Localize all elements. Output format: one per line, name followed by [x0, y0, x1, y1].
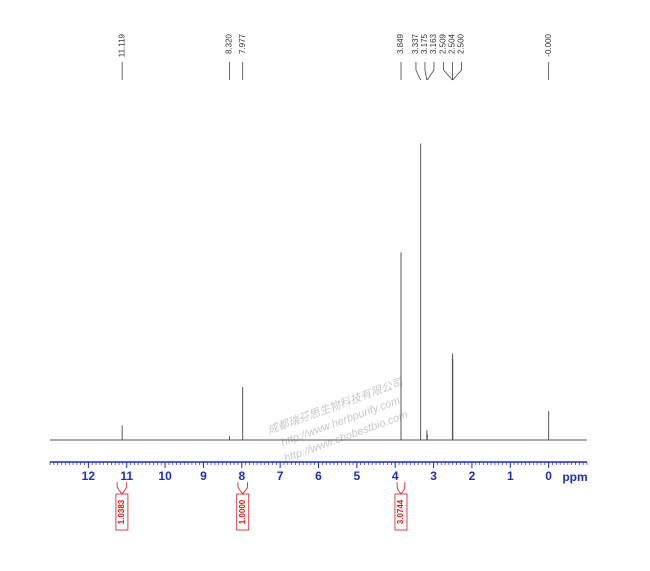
x-tick-label: 8	[238, 469, 245, 483]
integral-box	[394, 493, 408, 531]
peak-label: 8.320	[225, 33, 234, 54]
peak-label: 2.504	[448, 33, 457, 54]
peak-label: 11.119	[117, 33, 126, 57]
watermark: 成都瑞芬思生物科技有限公司http://www.herbpurify.comht…	[266, 375, 410, 464]
x-tick-label: 5	[354, 469, 361, 483]
peak-leader	[443, 62, 453, 81]
x-tick-label: 1	[507, 469, 514, 483]
peak-leader	[424, 62, 428, 81]
integral-label: 1.0000	[238, 499, 247, 524]
peak-label: 3.163	[429, 33, 438, 54]
integral-bracket	[396, 482, 406, 495]
peak-leader	[426, 62, 435, 81]
peak-label: -0.000	[544, 33, 553, 56]
integral-label: 1.0383	[117, 499, 126, 524]
integral-box	[115, 493, 129, 531]
integral-box	[236, 493, 250, 531]
x-tick-label: 12	[82, 469, 96, 483]
x-tick-label: 7	[277, 469, 284, 483]
x-tick-label: 11	[120, 469, 133, 483]
integral-bracket	[116, 482, 128, 495]
x-tick-label: 9	[200, 469, 207, 483]
peak-label: 2.500	[457, 33, 466, 54]
x-tick-label: 10	[158, 469, 172, 483]
x-tick-label: 0	[545, 469, 552, 483]
x-tick-label: 4	[392, 469, 399, 483]
peak-leader	[415, 62, 422, 81]
peak-leader	[452, 62, 462, 81]
integral-bracket	[237, 482, 248, 495]
peak-label: 7.977	[238, 33, 247, 54]
x-tick-label: 3	[430, 469, 437, 483]
peak-label: 3.175	[420, 33, 429, 54]
x-axis-label: ppm	[562, 470, 587, 484]
integral-label: 3.0744	[396, 499, 405, 524]
peak-label: 3.337	[411, 33, 420, 54]
x-tick-label: 6	[315, 469, 322, 483]
peak-label: 2.509	[439, 33, 448, 54]
x-tick-label: 2	[469, 469, 476, 483]
peak-label: 3.849	[396, 33, 405, 54]
